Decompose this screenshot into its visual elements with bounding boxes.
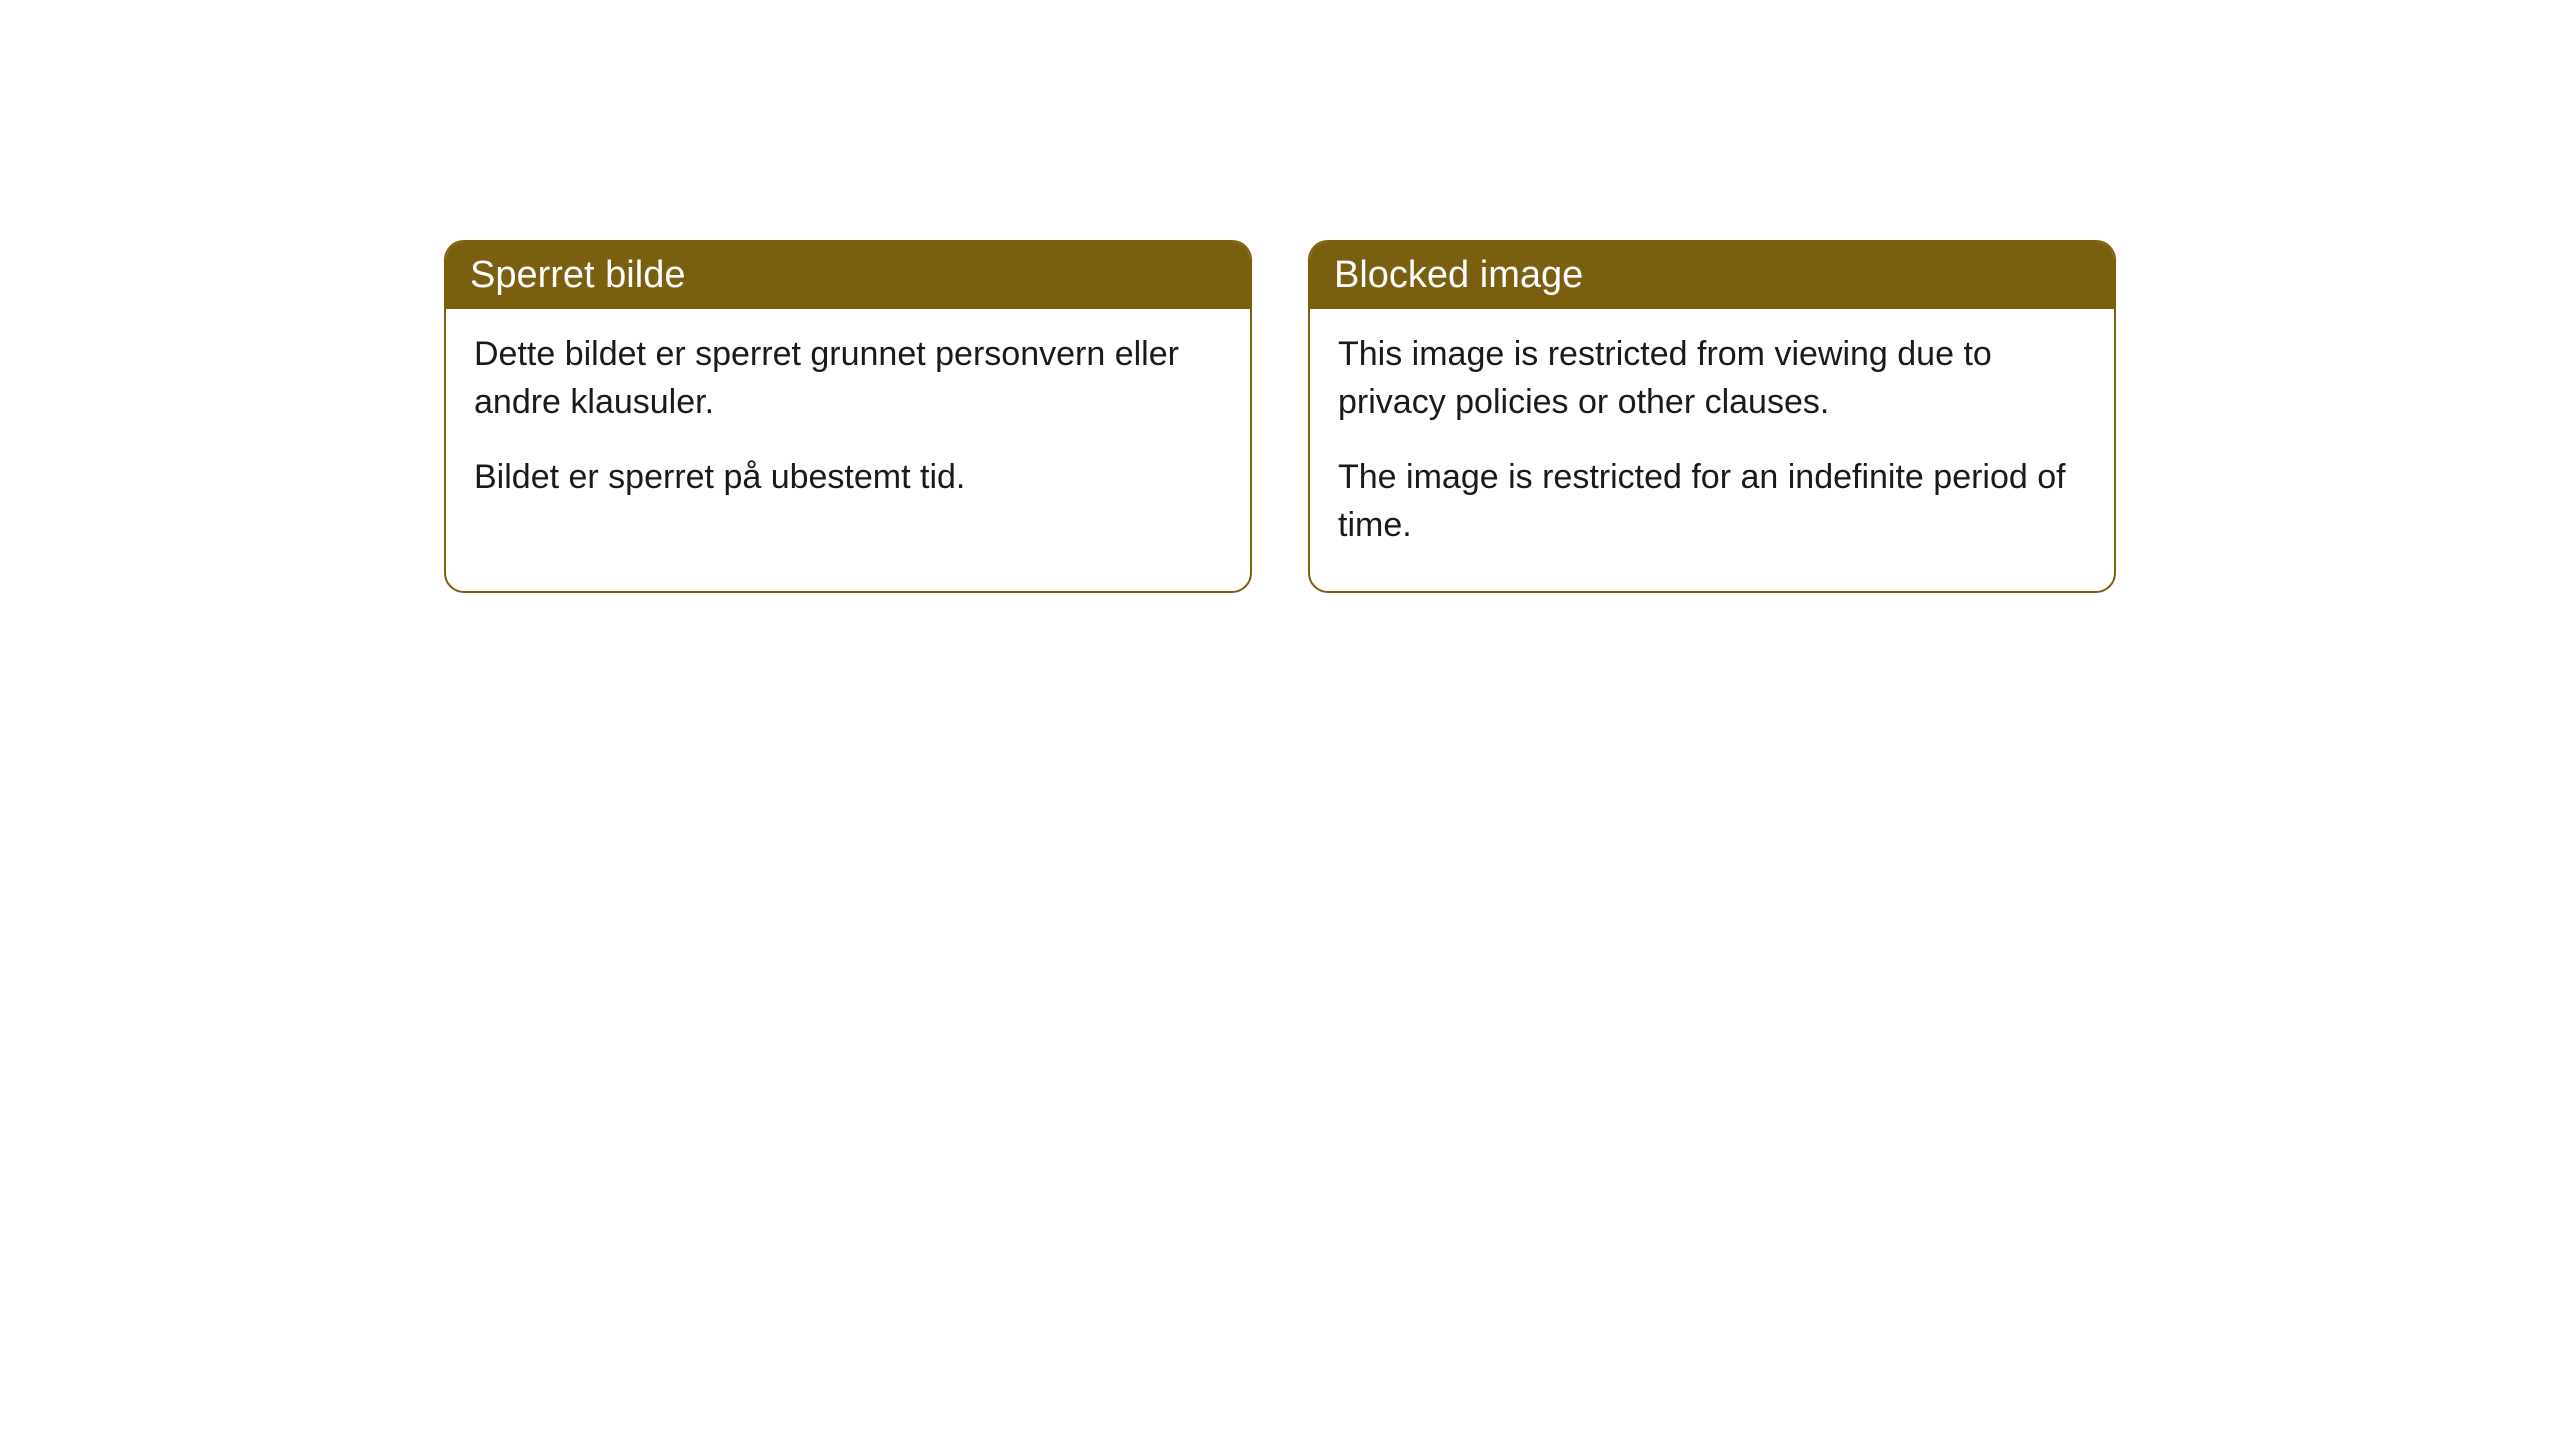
- card-body: Dette bildet er sperret grunnet personve…: [446, 309, 1250, 544]
- card-paragraph-2: The image is restricted for an indefinit…: [1338, 454, 2086, 549]
- card-header: Blocked image: [1310, 242, 2114, 309]
- card-title: Sperret bilde: [470, 254, 685, 296]
- card-header: Sperret bilde: [446, 242, 1250, 309]
- notice-cards-container: Sperret bilde Dette bildet er sperret gr…: [0, 0, 2560, 593]
- card-paragraph-2: Bildet er sperret på ubestemt tid.: [474, 454, 1222, 502]
- card-body: This image is restricted from viewing du…: [1310, 309, 2114, 591]
- card-paragraph-1: This image is restricted from viewing du…: [1338, 331, 2086, 426]
- card-title: Blocked image: [1334, 254, 1583, 296]
- blocked-image-card-norwegian: Sperret bilde Dette bildet er sperret gr…: [444, 240, 1252, 593]
- card-paragraph-1: Dette bildet er sperret grunnet personve…: [474, 331, 1222, 426]
- blocked-image-card-english: Blocked image This image is restricted f…: [1308, 240, 2116, 593]
